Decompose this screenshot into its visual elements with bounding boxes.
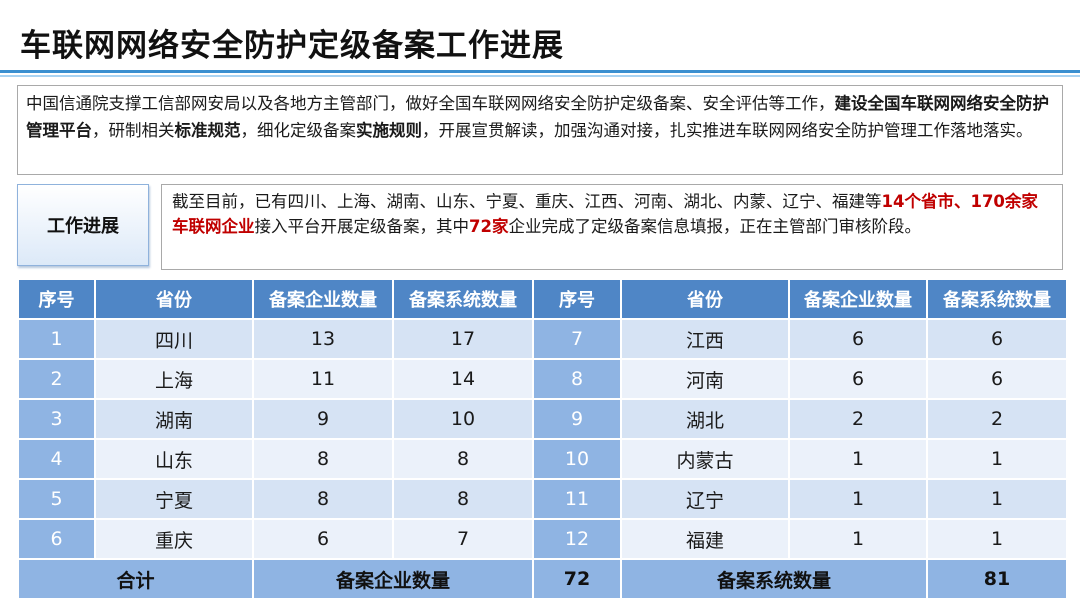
intro-text: 中国信通院支撑工信部网安局以及各地方主管部门，做好全国车联网网络安全防护定级备案…: [17, 85, 1063, 175]
table-row: 6 重庆 6 7 12 福建 1 1: [17, 518, 1068, 560]
table-row: 4 山东 8 8 10 内蒙古 1 1: [17, 438, 1068, 480]
row-enterprise-count: 11: [252, 358, 394, 400]
row-system-count: 14: [392, 358, 534, 400]
row-province: 内蒙古: [620, 438, 790, 480]
row-system-count: 8: [392, 478, 534, 520]
row-index: 10: [532, 438, 622, 480]
header-province: 省份: [94, 278, 254, 320]
row-index: 1: [17, 318, 96, 360]
row-index: 5: [17, 478, 96, 520]
row-index: 12: [532, 518, 622, 560]
row-system-count: 1: [926, 478, 1068, 520]
row-province: 湖南: [94, 398, 254, 440]
row-province: 辽宁: [620, 478, 790, 520]
row-system-count: 2: [926, 398, 1068, 440]
row-enterprise-count: 2: [788, 398, 928, 440]
table-row: 5 宁夏 8 8 11 辽宁 1 1: [17, 478, 1068, 520]
total-enterprise-label: 备案企业数量: [252, 558, 534, 600]
row-system-count: 7: [392, 518, 534, 560]
total-system-label: 备案系统数量: [620, 558, 928, 600]
row-province: 河南: [620, 358, 790, 400]
header-province: 省份: [620, 278, 790, 320]
table-total-row: 合计 备案企业数量 72 备案系统数量 81: [17, 558, 1068, 600]
row-index: 4: [17, 438, 96, 480]
row-system-count: 1: [926, 438, 1068, 480]
row-enterprise-count: 1: [788, 518, 928, 560]
row-index: 9: [532, 398, 622, 440]
row-index: 2: [17, 358, 96, 400]
table-row: 3 湖南 9 10 9 湖北 2 2: [17, 398, 1068, 440]
row-system-count: 6: [926, 318, 1068, 360]
row-system-count: 8: [392, 438, 534, 480]
row-index: 6: [17, 518, 96, 560]
total-system-value: 81: [926, 558, 1068, 600]
total-label: 合计: [17, 558, 254, 600]
title-divider-light: [0, 75, 1080, 77]
header-index: 序号: [532, 278, 622, 320]
row-enterprise-count: 6: [788, 318, 928, 360]
table-row: 2 上海 11 14 8 河南 6 6: [17, 358, 1068, 400]
row-province: 福建: [620, 518, 790, 560]
row-enterprise-count: 6: [788, 358, 928, 400]
row-index: 7: [532, 318, 622, 360]
filing-table: 序号 省份 备案企业数量 备案系统数量 序号 省份 备案企业数量 备案系统数量 …: [17, 278, 1068, 600]
row-enterprise-count: 13: [252, 318, 394, 360]
row-system-count: 17: [392, 318, 534, 360]
row-enterprise-count: 1: [788, 478, 928, 520]
page-title: 车联网网络安全防护定级备案工作进展: [20, 28, 564, 64]
row-province: 四川: [94, 318, 254, 360]
row-index: 8: [532, 358, 622, 400]
row-index: 3: [17, 398, 96, 440]
row-enterprise-count: 6: [252, 518, 394, 560]
row-province: 上海: [94, 358, 254, 400]
progress-text: 截至目前，已有四川、上海、湖南、山东、宁夏、重庆、江西、河南、湖北、内蒙、辽宁、…: [161, 184, 1063, 270]
row-province: 宁夏: [94, 478, 254, 520]
row-enterprise-count: 8: [252, 438, 394, 480]
row-province: 山东: [94, 438, 254, 480]
row-system-count: 1: [926, 518, 1068, 560]
header-system-count: 备案系统数量: [926, 278, 1068, 320]
row-system-count: 6: [926, 358, 1068, 400]
total-enterprise-value: 72: [532, 558, 622, 600]
header-enterprise-count: 备案企业数量: [788, 278, 928, 320]
header-enterprise-count: 备案企业数量: [252, 278, 394, 320]
row-system-count: 10: [392, 398, 534, 440]
row-enterprise-count: 9: [252, 398, 394, 440]
row-province: 江西: [620, 318, 790, 360]
row-province: 湖北: [620, 398, 790, 440]
title-divider: [0, 70, 1080, 73]
header-system-count: 备案系统数量: [392, 278, 534, 320]
row-enterprise-count: 1: [788, 438, 928, 480]
table-row: 1 四川 13 17 7 江西 6 6: [17, 318, 1068, 360]
row-index: 11: [532, 478, 622, 520]
row-enterprise-count: 8: [252, 478, 394, 520]
header-index: 序号: [17, 278, 96, 320]
table-header-row: 序号 省份 备案企业数量 备案系统数量 序号 省份 备案企业数量 备案系统数量: [17, 278, 1068, 320]
row-province: 重庆: [94, 518, 254, 560]
progress-label: 工作进展: [17, 184, 149, 266]
